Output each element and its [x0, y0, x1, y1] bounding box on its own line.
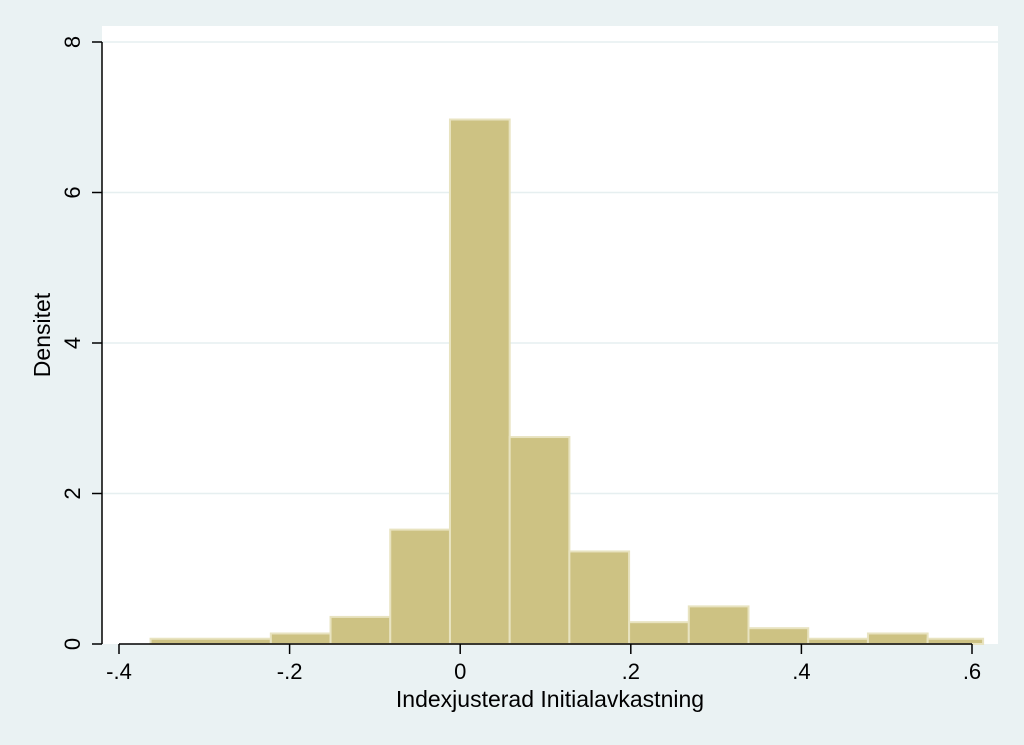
y-tick-label: 4 [60, 337, 85, 349]
histogram-bar [926, 637, 985, 645]
x-axis-title: Indexjusterad Initialavkastning [396, 686, 704, 712]
y-tick-label: 2 [60, 487, 85, 499]
histogram-bar [568, 550, 631, 646]
x-tick-label: 0 [454, 659, 466, 684]
y-tick-label: 6 [60, 186, 85, 198]
x-tick-label: -.4 [106, 659, 132, 684]
axes: 0 2 4 6 8 -.4 -.2 0 .2 .4 .6 [60, 36, 981, 684]
histogram-bar [866, 632, 929, 646]
x-tick-label: .2 [622, 659, 640, 684]
histogram-bar [807, 637, 869, 645]
bars [149, 118, 985, 646]
histogram-bar [687, 605, 750, 645]
histogram-bar [389, 528, 451, 645]
x-tick-label: -.2 [277, 659, 303, 684]
y-tick-label: 0 [60, 638, 85, 650]
y-tick-label: 8 [60, 36, 85, 48]
histogram-bar [747, 627, 810, 646]
grid-lines [102, 41, 998, 495]
histogram-bar [329, 615, 392, 645]
y-axis-title: Densitet [29, 292, 55, 377]
x-tick-label: .6 [963, 659, 981, 684]
histogram-bar [448, 118, 511, 645]
x-tick-label: .4 [792, 659, 810, 684]
histogram-bar [149, 637, 272, 645]
histogram-bar [628, 621, 690, 645]
histogram-bar [269, 632, 332, 646]
histogram-bar [508, 436, 571, 645]
